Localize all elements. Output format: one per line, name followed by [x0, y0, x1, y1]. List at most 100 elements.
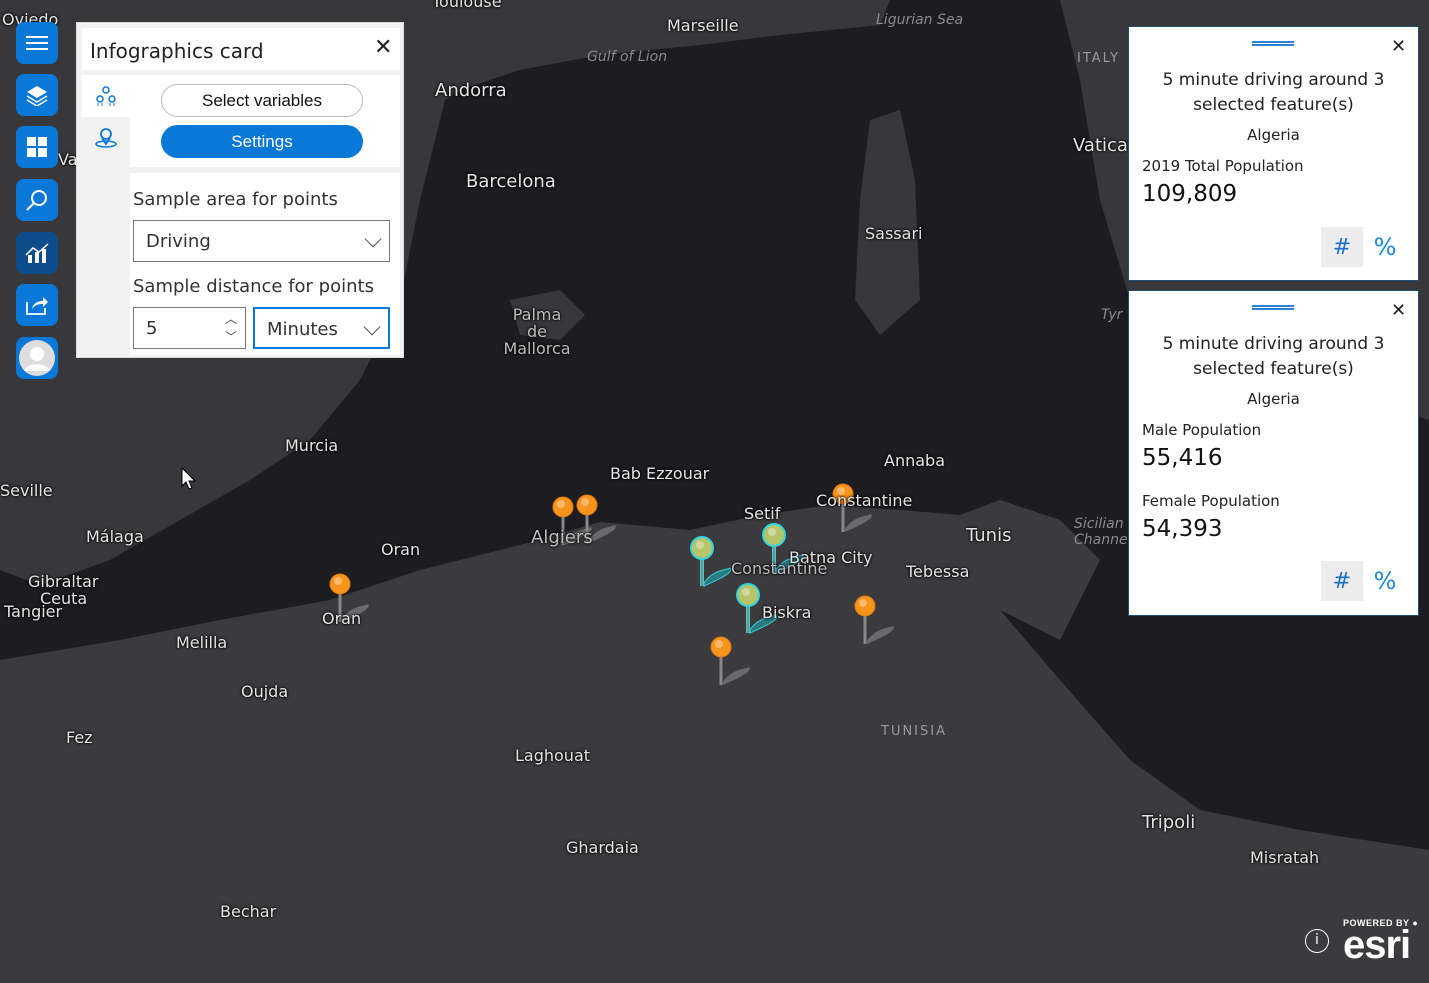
selected-map-pin[interactable] [690, 536, 732, 587]
close-icon[interactable]: ✕ [1391, 36, 1407, 57]
map-label: Fez [66, 728, 93, 747]
map-label: Algiers [531, 527, 593, 548]
info-icon[interactable]: i [1305, 929, 1329, 953]
map-label: Laghouat [515, 746, 591, 765]
map-label: Oran [322, 609, 362, 628]
map-label: Palma de Mallorca [503, 305, 571, 358]
layers-icon [26, 86, 48, 106]
land-corsica-sardinia [855, 110, 920, 335]
sample-area-label: Sample area for points [133, 189, 338, 210]
tab-variables[interactable] [82, 75, 130, 117]
card-title: 5 minute driving around 3 selected featu… [1162, 334, 1385, 379]
chevron-down-icon [364, 230, 382, 248]
map-pin[interactable] [329, 573, 369, 622]
map-label: Misratah [1250, 848, 1320, 867]
map-label: Melilla [176, 633, 228, 652]
chevron-down-icon [363, 318, 381, 336]
map-label: Oujda [241, 682, 289, 701]
variable-label: Female Population [1142, 492, 1280, 510]
map-label: Murcia [285, 436, 339, 455]
map-label: Barcelona [466, 171, 556, 192]
sample-area-select[interactable]: Driving [133, 220, 390, 262]
map-label: Bechar [220, 902, 277, 921]
distance-unit-value: Minutes [267, 319, 338, 340]
selected-map-pin[interactable] [762, 523, 804, 574]
map-label: Sicilian Channel [1074, 516, 1132, 548]
infographic-card-1: ✕ 5 minute driving around 3 selected fea… [1128, 26, 1419, 281]
drag-handle[interactable] [1252, 305, 1294, 310]
map-label: Annaba [884, 451, 945, 470]
map-label: Va [58, 150, 78, 169]
layers-button[interactable] [16, 74, 58, 116]
infographics-button[interactable] [16, 232, 58, 274]
distance-unit-select[interactable]: Minutes [253, 307, 390, 349]
map-label: Ligurian Sea [876, 12, 964, 28]
land-tunisia-east [960, 500, 1100, 640]
close-icon[interactable]: ✕ [374, 35, 393, 60]
map-label: Toulouse [432, 0, 502, 11]
close-icon[interactable]: ✕ [1391, 300, 1407, 321]
menu-button[interactable] [16, 22, 58, 64]
map-pin[interactable] [832, 483, 872, 532]
infographic-card-2: ✕ 5 minute driving around 3 selected fea… [1128, 290, 1419, 616]
sample-area-value: Driving [146, 231, 211, 252]
card-country: Algeria [1247, 390, 1300, 408]
map-label: Tunis [966, 525, 1012, 546]
infographics-panel: Infographics card ✕ Select variables Set… [76, 22, 404, 358]
map-label: Seville [0, 481, 53, 500]
settings-button[interactable]: Settings [161, 125, 363, 158]
menu-icon [26, 36, 48, 50]
basemap-gallery-button[interactable] [16, 126, 58, 168]
select-variables-button[interactable]: Select variables [161, 84, 363, 117]
tab-location[interactable] [82, 117, 130, 159]
drag-handle[interactable] [1252, 41, 1294, 46]
people-icon [96, 86, 116, 106]
map-label: Gibraltar [28, 572, 99, 591]
chevron-down-icon[interactable]: ﹀ [224, 330, 237, 344]
basemap-gallery-icon [27, 137, 47, 157]
esri-logo: POWERED BY ● esri [1343, 918, 1419, 967]
map-pin[interactable] [576, 494, 616, 543]
map-label: Tyr [1101, 307, 1123, 323]
sample-distance-value: 5 [146, 318, 158, 339]
card-title: 5 minute driving around 3 selected featu… [1162, 70, 1385, 115]
map-pin[interactable] [552, 496, 592, 545]
variable-label: 2019 Total Population [1142, 157, 1304, 175]
number-toggle[interactable]: # [1321, 561, 1363, 601]
map-pin[interactable] [710, 636, 750, 685]
share-button[interactable] [16, 284, 58, 326]
map-label: Bab Ezzouar [610, 464, 710, 483]
map-label: Biskra [762, 603, 812, 622]
map-label: Setif [744, 504, 781, 523]
user-avatar [19, 340, 55, 376]
map-label: Tebessa [906, 562, 970, 581]
map-label: Constantine [731, 559, 828, 578]
variable-value: 55,416 [1142, 445, 1223, 471]
chevron-up-icon[interactable]: ︿ [224, 312, 237, 326]
map-pin[interactable] [854, 595, 894, 644]
percent-toggle[interactable]: % [1373, 233, 1397, 261]
variable-value: 109,809 [1142, 181, 1238, 207]
card-country: Algeria [1247, 126, 1300, 144]
map-label: Vatica [1073, 135, 1128, 156]
map-label: Sassari [865, 224, 923, 243]
land-france [425, 0, 890, 100]
map-label: Ghardaia [566, 838, 639, 857]
search-button[interactable] [16, 179, 58, 221]
map-label: Málaga [86, 527, 144, 546]
search-icon [26, 190, 47, 211]
map-label: Constantine [816, 491, 913, 510]
panel-side-tabs [82, 75, 130, 355]
panel-title: Infographics card [90, 39, 264, 63]
share-icon [26, 297, 48, 315]
selected-map-pin[interactable] [736, 583, 778, 634]
map-label: Gulf of Lion [587, 49, 668, 65]
panel-header: Infographics card ✕ [82, 28, 400, 70]
sample-distance-input[interactable]: 5 ︿ ﹀ [133, 307, 246, 349]
number-toggle[interactable]: # [1321, 227, 1363, 267]
user-button[interactable] [16, 337, 58, 379]
map-label: Batna City [789, 548, 873, 567]
percent-toggle[interactable]: % [1373, 567, 1397, 595]
map-label: Tangier [4, 602, 63, 621]
infographics-icon [25, 243, 49, 263]
